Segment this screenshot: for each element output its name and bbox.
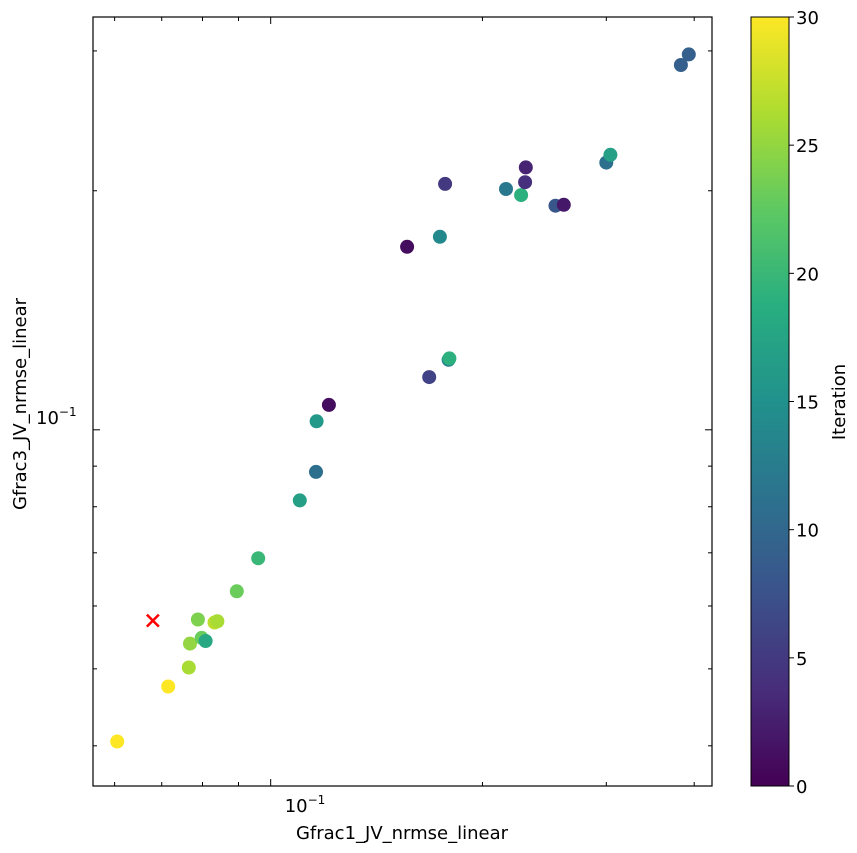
data-point [251, 551, 266, 566]
data-point [442, 351, 457, 366]
x-tick-label: 10−1 [285, 793, 326, 817]
data-point [603, 147, 618, 162]
data-point [161, 679, 176, 694]
colorbar-ticks: 0 5 10 15 20 25 30 [789, 8, 819, 798]
x-axis-label: Gfrac1_JV_nrmse_linear [296, 823, 509, 844]
data-point [321, 397, 336, 412]
data-point [183, 636, 197, 651]
colorbar-tick-label: 15 [796, 393, 819, 414]
y-tick-label: 10−1 [36, 405, 77, 429]
data-point [518, 175, 533, 190]
plot-frame [92, 16, 713, 787]
data-point [190, 612, 205, 627]
colorbar-tick-label: 30 [796, 8, 819, 29]
data-point [556, 197, 571, 212]
colorbar [750, 16, 790, 787]
points-layer [110, 47, 696, 749]
data-point [210, 614, 225, 629]
data-point [110, 734, 125, 749]
data-point [292, 493, 307, 508]
y-axis-label: Gfrac3_JV_nrmse_linear [10, 297, 31, 510]
data-point [432, 229, 447, 244]
marker-layer [145, 613, 160, 628]
colorbar-tick-label: 0 [796, 777, 807, 798]
colorbar-tick-label: 20 [796, 264, 819, 285]
x-marker [145, 613, 160, 628]
data-point [499, 182, 513, 196]
data-point [681, 47, 696, 62]
colorbar-tick-label: 25 [796, 136, 819, 157]
colorbar-tick-label: 10 [796, 521, 819, 542]
data-point [438, 176, 453, 191]
data-point [422, 370, 437, 385]
colorbar-label: Iteration [829, 364, 850, 440]
data-point [518, 160, 533, 175]
plot-ticks [93, 17, 712, 786]
data-point [229, 584, 244, 599]
data-point [673, 58, 688, 72]
data-point [400, 239, 415, 254]
data-point [514, 188, 529, 203]
data-point [181, 660, 196, 675]
data-point [309, 464, 323, 479]
data-point [309, 414, 324, 429]
data-point [198, 634, 213, 648]
colorbar-tick-label: 5 [796, 649, 807, 670]
